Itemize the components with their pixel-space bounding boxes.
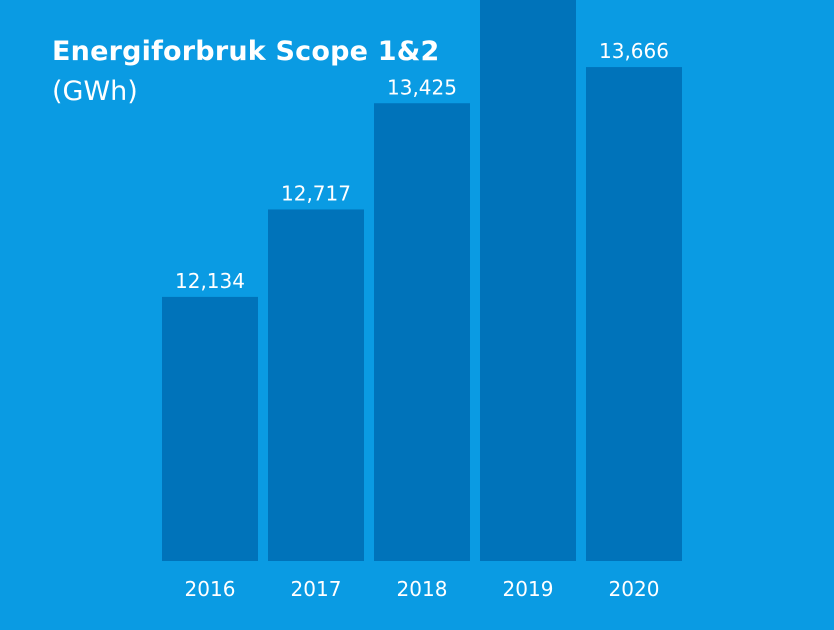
bar-2016 xyxy=(162,296,258,561)
chart-title: Energiforbruk Scope 1&2 xyxy=(52,36,440,67)
value-label-2017: 12,717 xyxy=(281,181,351,205)
x-tick-label-2019: 2019 xyxy=(503,577,554,601)
bar-2018 xyxy=(374,103,470,561)
value-label-2018: 13,425 xyxy=(387,75,457,99)
x-tick-label-2020: 2020 xyxy=(609,577,660,601)
value-label-2020: 13,666 xyxy=(599,39,669,63)
x-tick-label-2018: 2018 xyxy=(397,577,448,601)
x-tick-label-2017: 2017 xyxy=(291,577,342,601)
bar-2019 xyxy=(480,0,576,561)
chart-subtitle: (GWh) xyxy=(52,76,138,107)
x-tick-label-2016: 2016 xyxy=(185,577,236,601)
value-label-2016: 12,134 xyxy=(175,269,245,293)
bar-2020 xyxy=(586,67,682,561)
bar-2017 xyxy=(268,209,364,561)
